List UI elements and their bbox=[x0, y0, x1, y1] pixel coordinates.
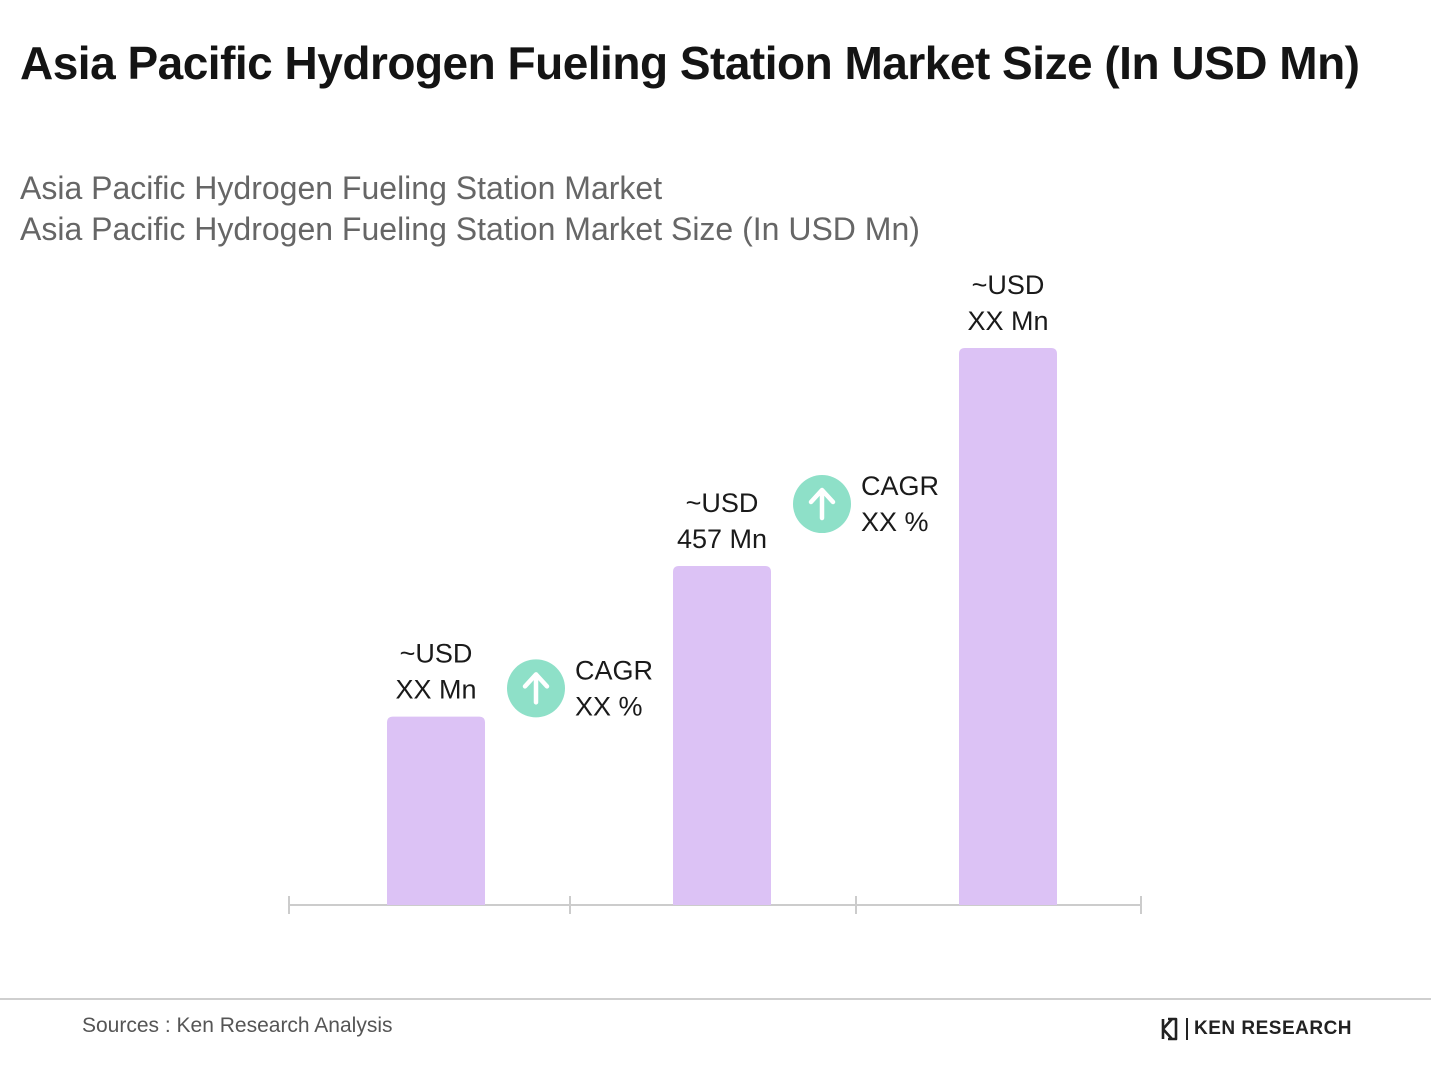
footer-divider bbox=[0, 998, 1431, 1000]
source-note: Sources : Ken Research Analysis bbox=[82, 1014, 393, 1037]
bar-value-label-0-1: XX Mn bbox=[395, 675, 476, 705]
bar-value-label-1-0: ~USD bbox=[686, 488, 759, 518]
brand-logo: KEN RESEARCH bbox=[1160, 1016, 1352, 1042]
brand-separator bbox=[1186, 1018, 1188, 1040]
arrow-up-icon-0 bbox=[522, 672, 550, 705]
ken-research-logo-icon bbox=[1161, 1017, 1178, 1041]
bar-value-label-0-0: ~USD bbox=[400, 639, 473, 669]
bar-value-label-2-0: ~USD bbox=[972, 270, 1045, 300]
chart-subtitle-2: Asia Pacific Hydrogen Fueling Station Ma… bbox=[20, 211, 920, 247]
chart-title: Asia Pacific Hydrogen Fueling Station Ma… bbox=[20, 37, 1360, 89]
bar-value-label-1-1: 457 Mn bbox=[677, 524, 767, 554]
cagr-label-1: CAGR bbox=[861, 471, 939, 501]
bar-chart: ~USD XX Mn ~USD 457 Mn ~USD XX Mn CAGR XX % CAGR… bbox=[288, 270, 1142, 914]
brand-name: KEN RESEARCH bbox=[1194, 1018, 1353, 1039]
cagr-value-0: XX % bbox=[575, 691, 643, 721]
bar-value-label-2-1: XX Mn bbox=[967, 306, 1048, 336]
bar-2 bbox=[959, 348, 1057, 905]
cagr-label-0: CAGR bbox=[575, 655, 653, 685]
arrow-up-icon-1 bbox=[808, 487, 836, 521]
bar-1 bbox=[673, 566, 771, 905]
bar-0 bbox=[387, 716, 485, 905]
chart-subtitle-1: Asia Pacific Hydrogen Fueling Station Ma… bbox=[20, 170, 663, 206]
cagr-value-1: XX % bbox=[861, 507, 929, 537]
